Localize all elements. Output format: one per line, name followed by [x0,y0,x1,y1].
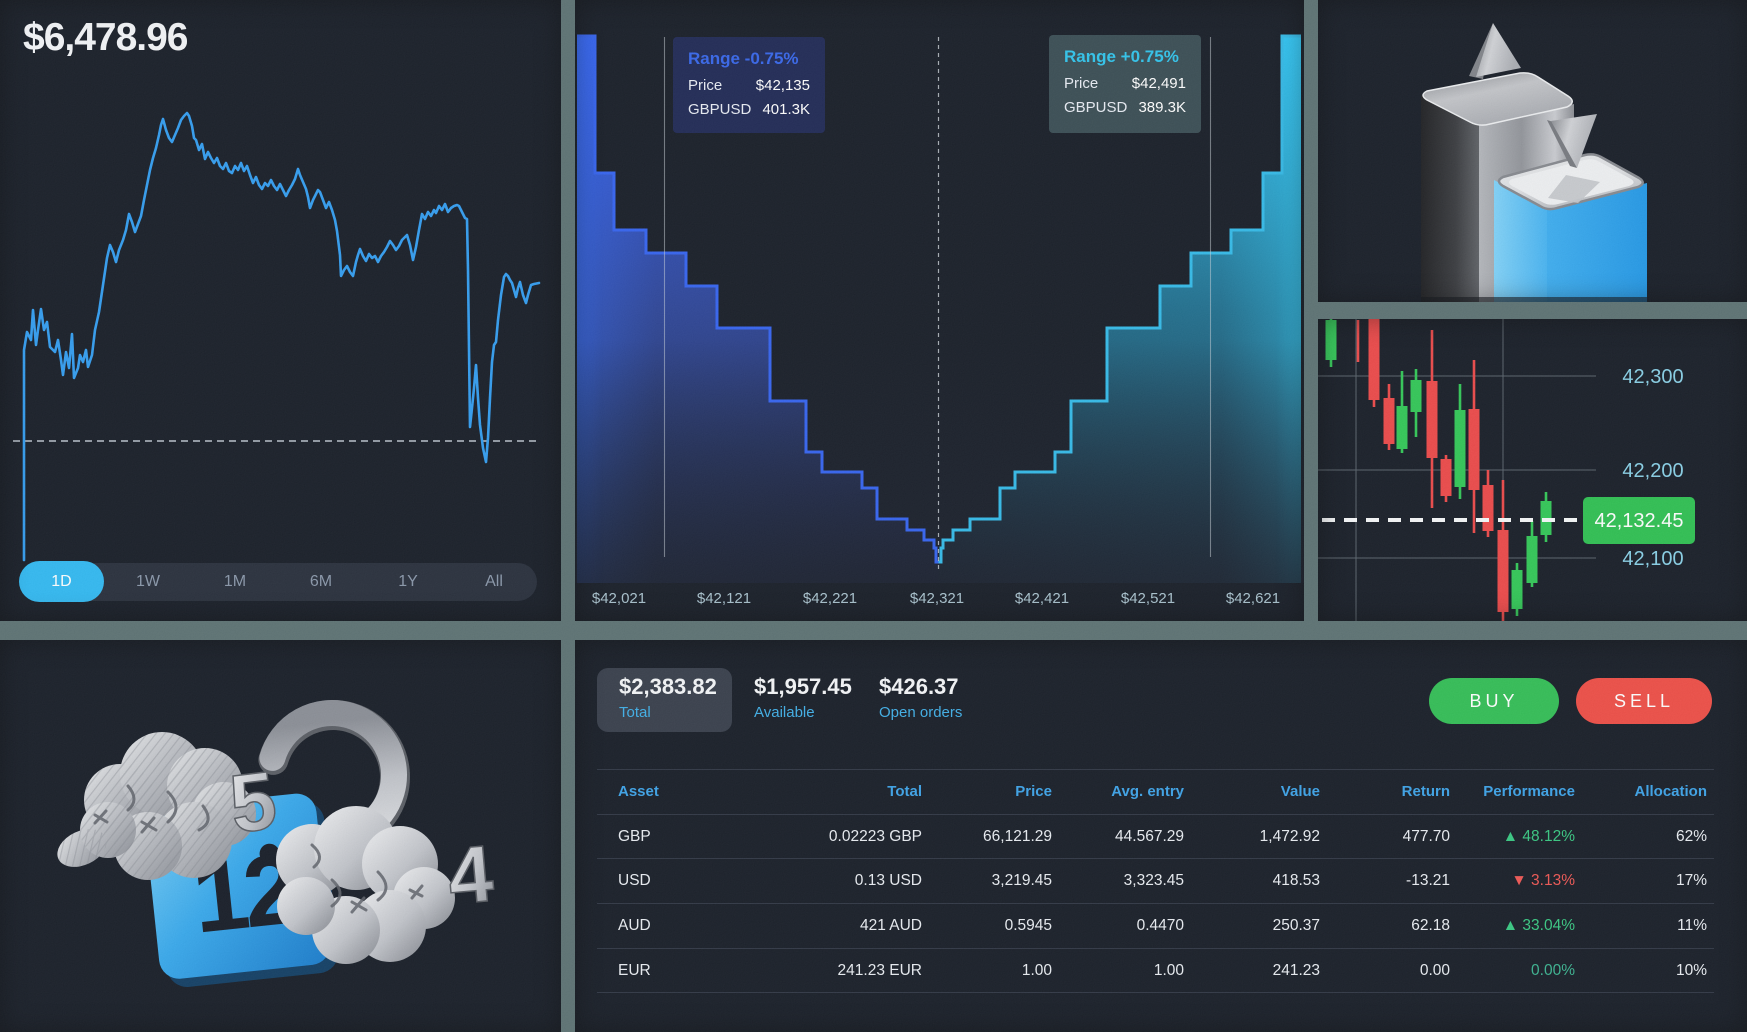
svg-text:42,200: 42,200 [1622,460,1683,482]
svg-text:42,100: 42,100 [1622,548,1683,570]
svg-text:42,300: 42,300 [1622,366,1683,388]
svg-text:4: 4 [444,828,497,921]
svg-text:12: 12 [187,833,301,955]
svg-text:42,132.45: 42,132.45 [1595,510,1684,532]
svg-text:5: 5 [225,755,281,851]
